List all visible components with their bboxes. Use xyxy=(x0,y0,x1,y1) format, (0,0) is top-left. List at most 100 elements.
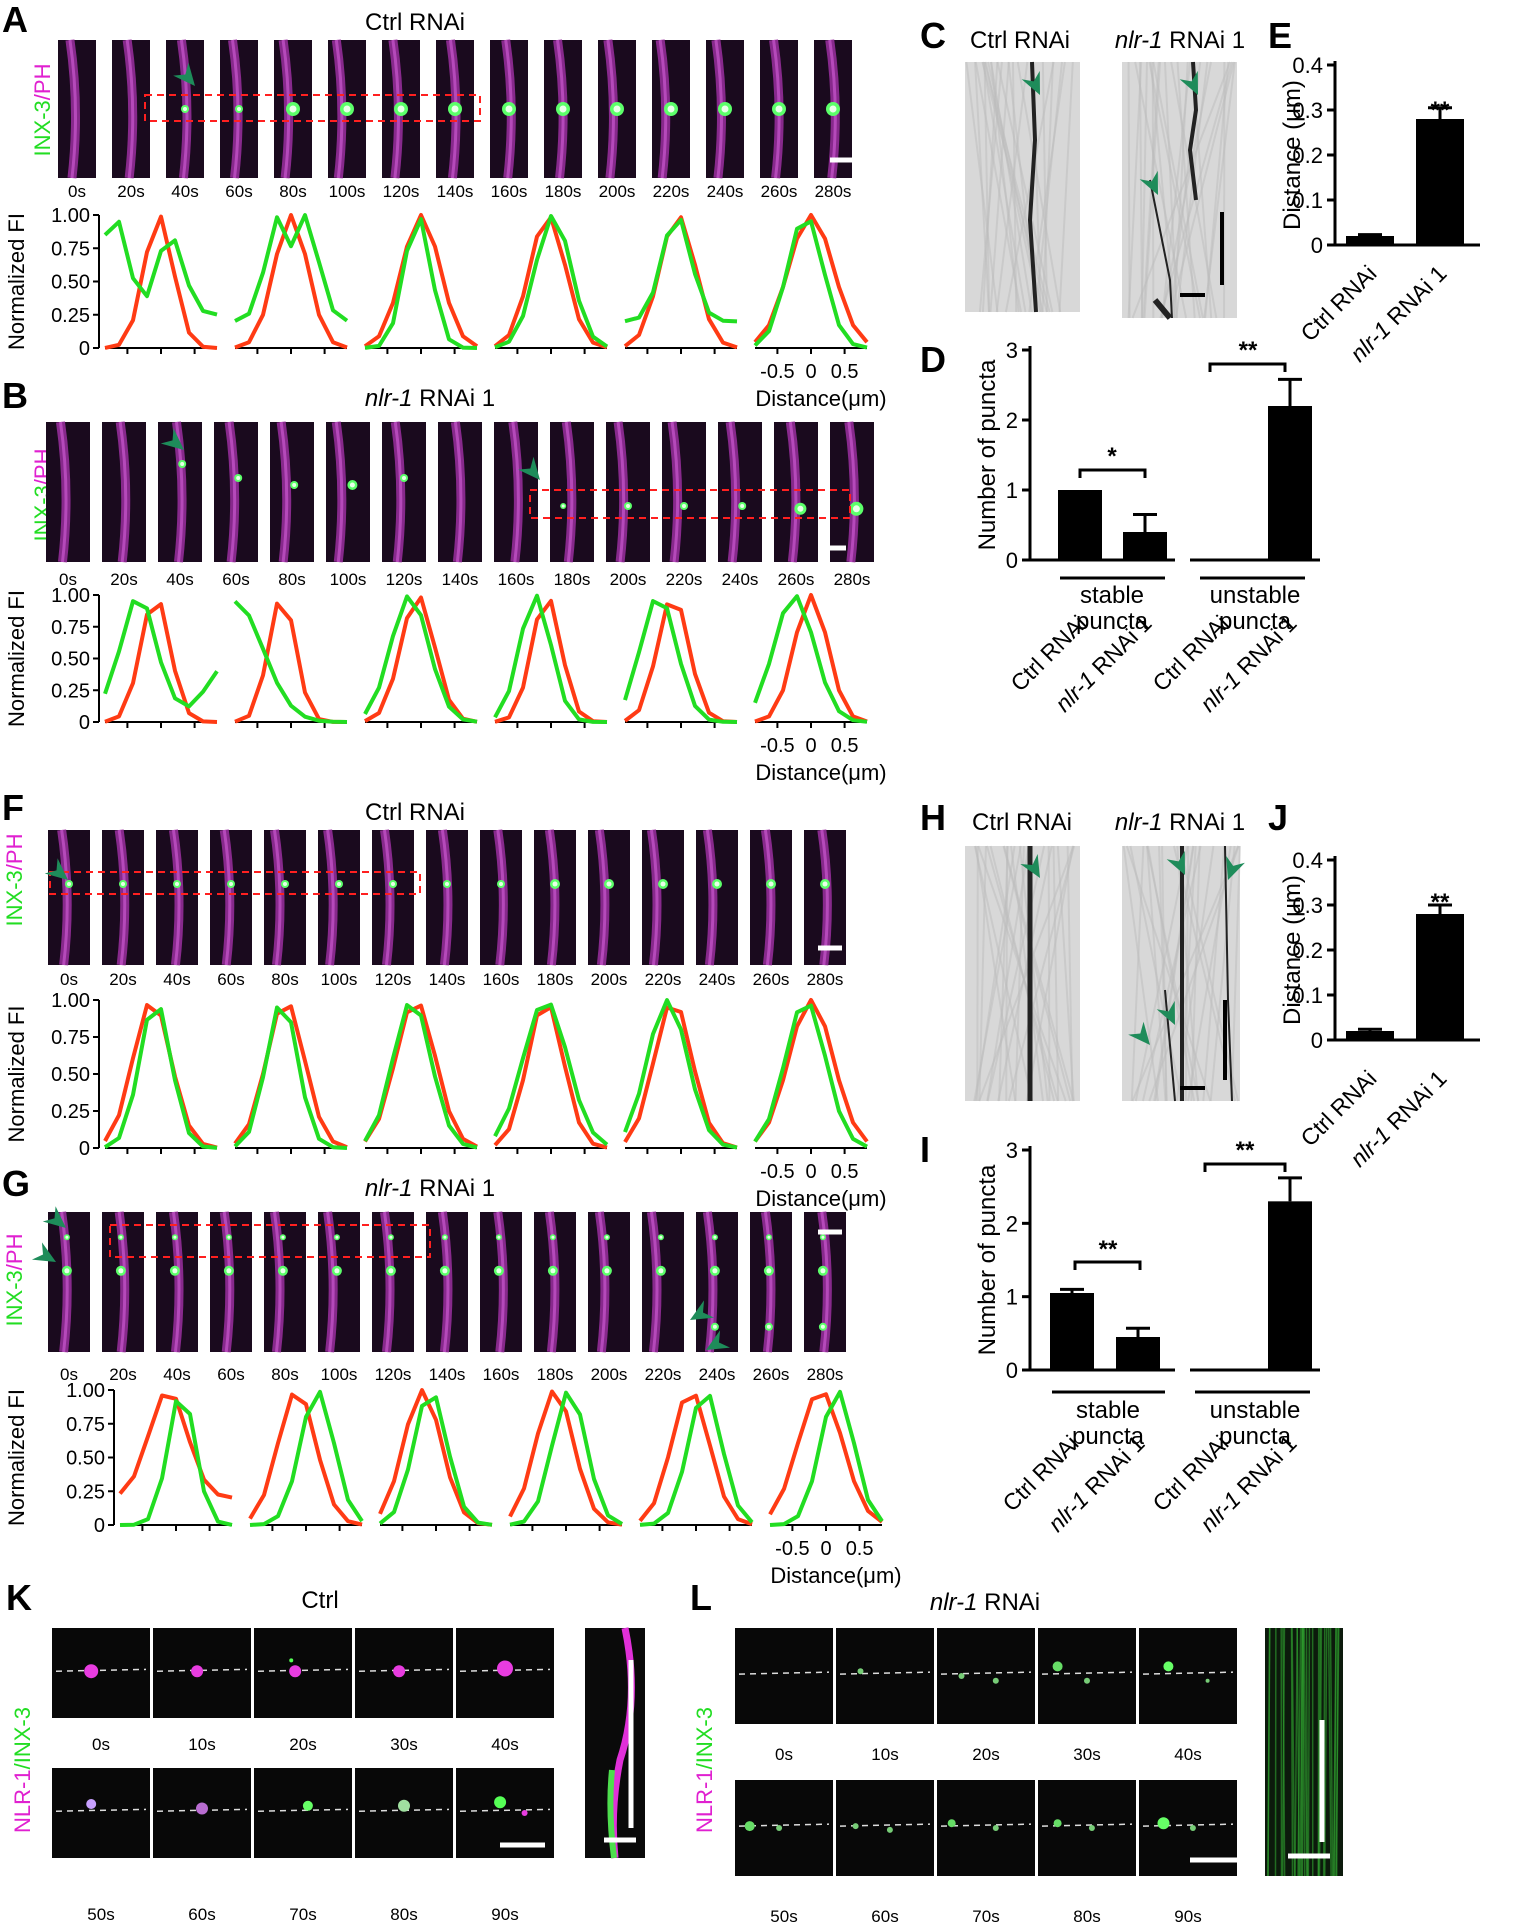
panel-g-strip-punctum-core xyxy=(550,1268,556,1274)
panel-b-strip-punctum-core xyxy=(292,483,297,487)
panel-f-time-12: 240s xyxy=(699,970,736,989)
panel-f-strip-punctum-core xyxy=(822,881,828,887)
panel-b-profile-red-line xyxy=(754,593,868,724)
panel-g-arrowhead-2 xyxy=(31,1242,56,1262)
panel-g-strip-membrane-core xyxy=(547,1211,557,1353)
panel-a-profile-xlabel: Distance(μm) xyxy=(755,386,886,411)
panel-l-time-bottom-0: 50s xyxy=(770,1907,797,1926)
panel-l-tiles-bottom-line xyxy=(940,1823,1032,1827)
panel-f-strip-membrane-core xyxy=(326,829,335,966)
panel-a-profile-green-line xyxy=(364,217,478,350)
panel-b-strip-membrane-core xyxy=(564,421,574,563)
panel-d-group-label: puncta xyxy=(1076,608,1149,635)
panel-e-chart-category-rest: RNAi 1 xyxy=(1377,260,1451,334)
panel-d-group-label: puncta xyxy=(1219,608,1292,635)
panel-f-strip-membrane-core xyxy=(496,829,505,966)
panel-g-channel-label-inx3: INX-3 xyxy=(2,1270,27,1326)
panel-h-kymo-ctrl-noise xyxy=(1047,845,1051,1102)
panel-g-strip-punctum-core xyxy=(821,1235,825,1239)
panel-k-title: Ctrl xyxy=(301,1587,338,1614)
panel-g-time-0: 0s xyxy=(60,1365,78,1384)
panel-a-channel-label-slash: / xyxy=(30,93,55,100)
panel-d-significance-2: ** xyxy=(1239,337,1258,364)
panel-g-profile-red-line xyxy=(508,1389,623,1527)
panel-k-tiles-bottom-punctum xyxy=(521,1810,528,1816)
panel-g-profile-green-line xyxy=(639,1393,754,1527)
panel-k-tiles-bottom-tile xyxy=(355,1768,453,1858)
panel-k-tiles-bottom-tile xyxy=(52,1768,150,1858)
panel-c-kymo-ctrl-noise xyxy=(982,61,1027,313)
panel-c-kymo-ctrl-noise xyxy=(1034,61,1063,313)
panel-b-arrowhead-2 xyxy=(518,456,540,480)
panel-a-profile-green-line xyxy=(494,214,609,350)
panel-a-profile-red-line xyxy=(623,215,738,350)
panel-l-title-italic: nlr-1 xyxy=(930,1589,978,1616)
panel-b-profile-green-line xyxy=(103,599,219,709)
panel-h-kymo-nlr1-noise xyxy=(1134,845,1189,1102)
panel-l-tiles-bottom-tile xyxy=(836,1780,934,1876)
panel-l-channel-label-nlr1: NLR-1 xyxy=(692,1769,717,1833)
panel-f-channel-label: INX-3/PH xyxy=(2,834,27,927)
panel-g-strip-punctum-core xyxy=(443,1235,447,1239)
panel-f-profile-green-line xyxy=(363,1003,478,1150)
panel-g-letter: G xyxy=(2,1163,30,1204)
panel-f-channel-label-inx3: INX-3 xyxy=(2,870,27,926)
panel-g-profile-red-line xyxy=(248,1392,363,1527)
panel-l-tiles-top-punctum xyxy=(1163,1661,1174,1672)
panel-c-kymo-nlr1-noise xyxy=(1168,61,1235,319)
panel-d-bracket-1 xyxy=(1078,468,1147,478)
panel-a-strip-punctum-core xyxy=(289,105,297,113)
panel-k-tiles-top-line xyxy=(257,1668,349,1672)
panel-g-strip-punctum-core xyxy=(173,1235,177,1239)
panel-f-arrowhead-shape xyxy=(44,858,68,880)
panel-h-kymo-ctrl-noise xyxy=(973,845,1022,1102)
panel-g-strip-punctum-core xyxy=(712,1324,717,1329)
panel-b-profile-ytick-label: 0.50 xyxy=(51,649,90,671)
panel-a-strip-membrane-core xyxy=(68,39,78,179)
panel-g-strip-punctum-core xyxy=(496,1268,502,1274)
panel-i-bracket-2 xyxy=(1203,1162,1287,1172)
panel-h-kymo-ctrl-noise xyxy=(1005,845,1009,1102)
panel-h-kymo-ctrl-noise xyxy=(989,845,1056,1102)
panel-b-strip-membrane-core xyxy=(847,421,856,563)
panel-l-kymo-noise xyxy=(1329,1627,1334,1877)
panel-b-profile-ytick-label: 0.75 xyxy=(51,617,90,639)
panel-b-profile-ytick-label: 0.25 xyxy=(51,680,90,702)
panel-d-group-label: stable xyxy=(1080,582,1144,609)
panel-k-time-top-3: 30s xyxy=(390,1735,417,1754)
panel-a-channel-label-inx3: INX-3 xyxy=(30,100,55,156)
panel-g-time-9: 180s xyxy=(537,1365,574,1384)
panel-b-strip-membrane-core xyxy=(227,421,237,563)
panel-e-chart-ytick-label: 0 xyxy=(1311,233,1323,258)
panel-b-time-11: 220s xyxy=(666,570,703,589)
panel-b-time-3: 60s xyxy=(222,570,249,589)
panel-h-right-label-italic: nlr-1 xyxy=(1115,809,1163,836)
panel-b-strip-punctum-core xyxy=(797,505,804,512)
panel-l-tiles-bottom-punctum xyxy=(776,1825,783,1831)
panel-f-strip-punctum-core xyxy=(391,882,395,886)
panel-l-title: nlr-1 RNAi xyxy=(930,1589,1040,1616)
panel-g-strip-punctum-core xyxy=(713,1235,717,1239)
panel-h-letter: H xyxy=(920,797,946,838)
panel-g-time-14: 280s xyxy=(807,1365,844,1384)
panel-l-time-top-0: 0s xyxy=(775,1745,793,1764)
panel-b-strip-membrane-core xyxy=(58,421,68,563)
panel-a-strip-punctum-core xyxy=(343,105,351,113)
panel-f-strip-membrane-core xyxy=(60,829,69,966)
panel-a-strip-membrane-core xyxy=(125,39,135,179)
panel-a-profile-red-line xyxy=(363,213,479,348)
panel-b-arrowhead-2-shape xyxy=(518,456,540,480)
panel-c-kymo-nlr1-noise xyxy=(1131,61,1232,319)
panel-l-tiles-bottom-punctum xyxy=(947,1819,956,1828)
panel-a-time-13: 260s xyxy=(761,182,798,201)
panel-f-time-3: 60s xyxy=(217,970,244,989)
panel-k-time-top-2: 20s xyxy=(289,1735,316,1754)
panel-f-profile-red-line xyxy=(623,1005,738,1150)
panel-g-time-1: 20s xyxy=(109,1365,136,1384)
panel-b-strip-membrane-core xyxy=(728,421,738,563)
panel-f-time-5: 100s xyxy=(321,970,358,989)
panel-d-chart-ytick-label: 3 xyxy=(1006,338,1018,363)
panel-g-strip-punctum-core xyxy=(172,1268,178,1274)
